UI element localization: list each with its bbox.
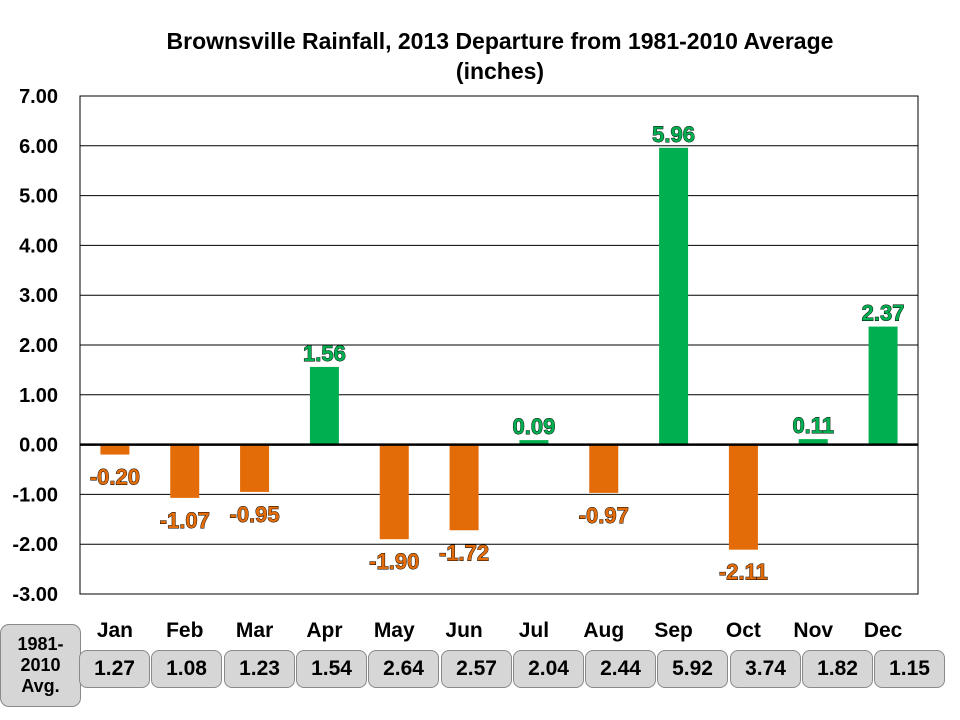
x-tick-label: Apr: [306, 619, 342, 642]
avg-table-cell: 1.15: [874, 650, 945, 688]
avg-table-cell: 2.64: [368, 650, 439, 688]
plot-area-border: [79, 95, 919, 595]
chart-title: Brownsville Rainfall, 2013 Departure fro…: [166, 28, 834, 84]
data-label: -0.20: [90, 465, 140, 490]
bar: [449, 444, 479, 531]
x-tick-label: Mar: [236, 619, 273, 642]
data-label: 2.37: [862, 301, 905, 326]
x-tick-label: Aug: [583, 619, 624, 642]
data-label: -1.90: [369, 549, 419, 574]
x-tick-label: Sep: [654, 619, 693, 642]
bar: [798, 439, 828, 445]
avg-table-cell: 1.27: [79, 650, 150, 688]
avg-table-header: 1981- 2010 Avg.: [0, 624, 81, 707]
y-tick-label: -2.00: [12, 534, 58, 556]
bar: [170, 444, 200, 498]
avg-table-cell: 2.57: [441, 650, 512, 688]
y-tick-label: 2.00: [19, 335, 58, 357]
avg-table-cell: 1.54: [296, 650, 367, 688]
y-tick-label: 7.00: [19, 86, 58, 108]
bar: [589, 444, 619, 493]
x-tick-label: Jun: [445, 619, 482, 642]
data-label: 5.96: [652, 122, 695, 147]
bar: [868, 326, 898, 445]
x-tick-label: Feb: [166, 619, 203, 642]
y-tick-label: 0.00: [19, 435, 58, 457]
bar: [379, 444, 409, 540]
data-label: -1.07: [160, 508, 210, 533]
data-label: -0.97: [579, 503, 629, 528]
bar: [240, 444, 270, 492]
avg-table-cell: 3.74: [730, 650, 801, 688]
bar: [519, 440, 549, 445]
bar: [309, 366, 339, 445]
data-label: -1.72: [439, 540, 489, 565]
data-label: -2.11: [719, 560, 768, 585]
y-tick-label: 5.00: [19, 186, 58, 208]
bar: [728, 444, 758, 550]
bar: [100, 444, 130, 455]
x-tick-label: Oct: [726, 619, 761, 642]
y-tick-label: 6.00: [19, 136, 58, 158]
avg-table-cell: 1.82: [802, 650, 873, 688]
data-label: 1.56: [303, 341, 346, 366]
bar-chart: 7.00 6.00 5.00 4.00 3.00 2.00 1.00 0.00 -1.00 -2.…: [12, 86, 919, 642]
y-tick-label: 1.00: [19, 385, 58, 407]
y-tick-label: -1.00: [12, 484, 58, 506]
avg-table-cell: 2.44: [585, 650, 656, 688]
x-tick-label: Dec: [864, 619, 903, 642]
bar: [659, 147, 689, 445]
x-tick-label: Jan: [97, 619, 133, 642]
y-tick-label: -3.00: [12, 584, 58, 606]
data-label: 0.09: [513, 414, 556, 439]
x-tick-label: Jul: [519, 619, 549, 642]
y-tick-label: 3.00: [19, 285, 58, 307]
avg-table-cell: 1.23: [224, 650, 295, 688]
data-label: -0.95: [230, 502, 280, 527]
y-tick-label: 4.00: [19, 235, 58, 257]
avg-table-cell: 5.92: [657, 650, 728, 688]
x-tick-label: May: [374, 619, 415, 642]
data-label: 0.11: [792, 413, 834, 438]
avg-table-cell: 2.04: [513, 650, 584, 688]
avg-table-cell: 1.08: [151, 650, 222, 688]
x-tick-label: Nov: [793, 619, 833, 642]
